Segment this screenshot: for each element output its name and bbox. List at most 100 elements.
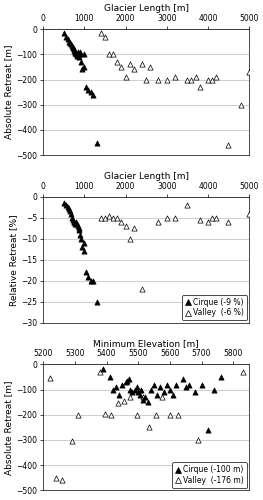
Point bbox=[123, 73, 128, 81]
Point bbox=[76, 222, 80, 230]
Point bbox=[101, 366, 105, 374]
Point bbox=[189, 76, 194, 84]
Point bbox=[146, 398, 150, 406]
Point bbox=[184, 383, 188, 391]
Point bbox=[107, 50, 111, 58]
Point bbox=[72, 46, 76, 54]
Point bbox=[111, 50, 115, 58]
X-axis label: Minimum Elevation [m]: Minimum Elevation [m] bbox=[93, 340, 199, 348]
Point bbox=[198, 83, 202, 91]
Point bbox=[165, 76, 169, 84]
Point bbox=[82, 63, 86, 71]
Point bbox=[115, 214, 119, 222]
Point bbox=[111, 214, 115, 222]
Point bbox=[152, 380, 156, 388]
Point bbox=[73, 220, 77, 228]
Point bbox=[210, 76, 214, 84]
Point bbox=[136, 388, 140, 396]
Point bbox=[77, 224, 81, 232]
Point bbox=[66, 36, 70, 44]
Point bbox=[199, 380, 204, 388]
Point bbox=[194, 73, 198, 81]
Point bbox=[98, 368, 102, 376]
Point bbox=[128, 235, 132, 243]
Y-axis label: Absolute Retreat [m]: Absolute Retreat [m] bbox=[4, 45, 13, 140]
Point bbox=[160, 393, 164, 401]
Point bbox=[88, 277, 93, 285]
Point bbox=[78, 230, 82, 238]
Point bbox=[60, 476, 64, 484]
Point bbox=[88, 88, 93, 96]
Point bbox=[165, 380, 169, 388]
Point bbox=[73, 49, 77, 57]
Point bbox=[71, 43, 75, 51]
Point bbox=[173, 73, 177, 81]
Point bbox=[174, 380, 178, 388]
Point bbox=[90, 277, 95, 285]
Point bbox=[141, 396, 145, 404]
Point bbox=[143, 393, 147, 401]
Point bbox=[185, 76, 189, 84]
Point bbox=[84, 268, 89, 276]
Point bbox=[67, 38, 71, 46]
Point bbox=[86, 272, 90, 280]
Point bbox=[107, 212, 111, 220]
Point bbox=[239, 101, 243, 109]
Point bbox=[68, 208, 72, 216]
Point bbox=[176, 411, 180, 419]
Point bbox=[82, 239, 87, 247]
Point bbox=[69, 40, 73, 48]
Point bbox=[71, 44, 75, 52]
Point bbox=[226, 141, 231, 149]
Point bbox=[79, 58, 83, 66]
Point bbox=[103, 214, 107, 222]
Point bbox=[187, 380, 191, 388]
Point bbox=[132, 224, 136, 232]
Point bbox=[132, 66, 136, 74]
Point bbox=[79, 235, 83, 243]
Point bbox=[198, 216, 202, 224]
Point bbox=[247, 68, 251, 76]
Point bbox=[144, 76, 148, 84]
Point bbox=[77, 226, 82, 234]
Point bbox=[135, 411, 139, 419]
Point bbox=[111, 386, 115, 394]
Point bbox=[117, 390, 121, 398]
Point bbox=[119, 63, 124, 71]
Point bbox=[168, 386, 172, 394]
X-axis label: Glacier Length [m]: Glacier Length [m] bbox=[104, 4, 189, 13]
Point bbox=[90, 90, 95, 98]
Point bbox=[73, 48, 77, 56]
Point bbox=[78, 48, 82, 56]
Point bbox=[156, 76, 161, 84]
Point bbox=[140, 285, 144, 293]
Point bbox=[72, 46, 77, 54]
Point bbox=[77, 50, 82, 58]
Point bbox=[123, 222, 128, 230]
Point bbox=[168, 411, 172, 419]
Point bbox=[135, 383, 139, 391]
Y-axis label: Absolute Retreat [m]: Absolute Retreat [m] bbox=[4, 380, 13, 474]
Point bbox=[120, 380, 124, 388]
Point bbox=[210, 214, 214, 222]
Point bbox=[62, 29, 66, 37]
Point bbox=[47, 374, 52, 382]
Point bbox=[185, 201, 189, 209]
Point bbox=[70, 214, 74, 222]
Point bbox=[219, 373, 223, 381]
Point bbox=[74, 52, 79, 60]
Point bbox=[115, 58, 119, 66]
Point bbox=[64, 201, 68, 209]
Point bbox=[99, 214, 103, 222]
Point bbox=[80, 66, 84, 74]
X-axis label: Glacier Length [m]: Glacier Length [m] bbox=[104, 172, 189, 181]
Point bbox=[80, 243, 84, 251]
Point bbox=[119, 218, 124, 226]
Point bbox=[180, 376, 185, 384]
Point bbox=[128, 60, 132, 68]
Legend: Cirque (-9 %), Valley  (-6 %): Cirque (-9 %), Valley (-6 %) bbox=[182, 295, 247, 320]
Point bbox=[86, 86, 90, 94]
Point bbox=[77, 50, 81, 58]
Point bbox=[149, 386, 153, 394]
Point bbox=[226, 218, 231, 226]
